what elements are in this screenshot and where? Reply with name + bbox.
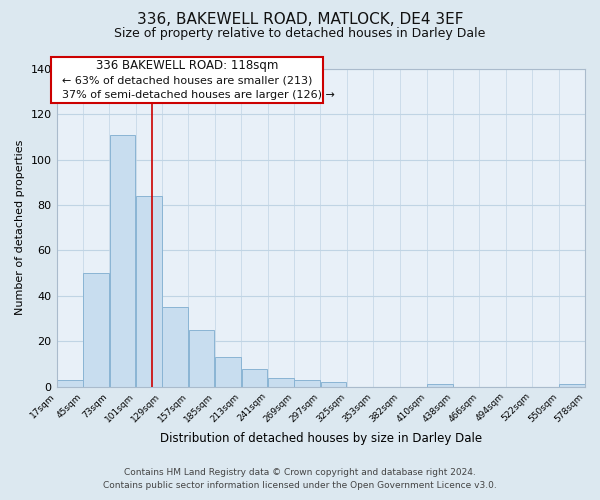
Bar <box>242 368 267 386</box>
Bar <box>427 384 453 386</box>
FancyBboxPatch shape <box>51 58 323 103</box>
Y-axis label: Number of detached properties: Number of detached properties <box>15 140 25 316</box>
Bar <box>163 307 188 386</box>
Bar <box>83 273 109 386</box>
Bar <box>136 196 161 386</box>
Bar <box>215 357 241 386</box>
Bar <box>110 134 135 386</box>
Text: 37% of semi-detached houses are larger (126) →: 37% of semi-detached houses are larger (… <box>62 90 335 100</box>
Bar <box>268 378 293 386</box>
Text: Contains HM Land Registry data © Crown copyright and database right 2024.
Contai: Contains HM Land Registry data © Crown c… <box>103 468 497 490</box>
Bar <box>295 380 320 386</box>
Bar <box>320 382 346 386</box>
Bar <box>57 380 83 386</box>
Text: Size of property relative to detached houses in Darley Dale: Size of property relative to detached ho… <box>115 28 485 40</box>
Text: 336, BAKEWELL ROAD, MATLOCK, DE4 3EF: 336, BAKEWELL ROAD, MATLOCK, DE4 3EF <box>137 12 463 28</box>
Bar <box>189 330 214 386</box>
Bar <box>559 384 584 386</box>
Text: ← 63% of detached houses are smaller (213): ← 63% of detached houses are smaller (21… <box>62 75 312 85</box>
Text: 336 BAKEWELL ROAD: 118sqm: 336 BAKEWELL ROAD: 118sqm <box>96 59 278 72</box>
X-axis label: Distribution of detached houses by size in Darley Dale: Distribution of detached houses by size … <box>160 432 482 445</box>
